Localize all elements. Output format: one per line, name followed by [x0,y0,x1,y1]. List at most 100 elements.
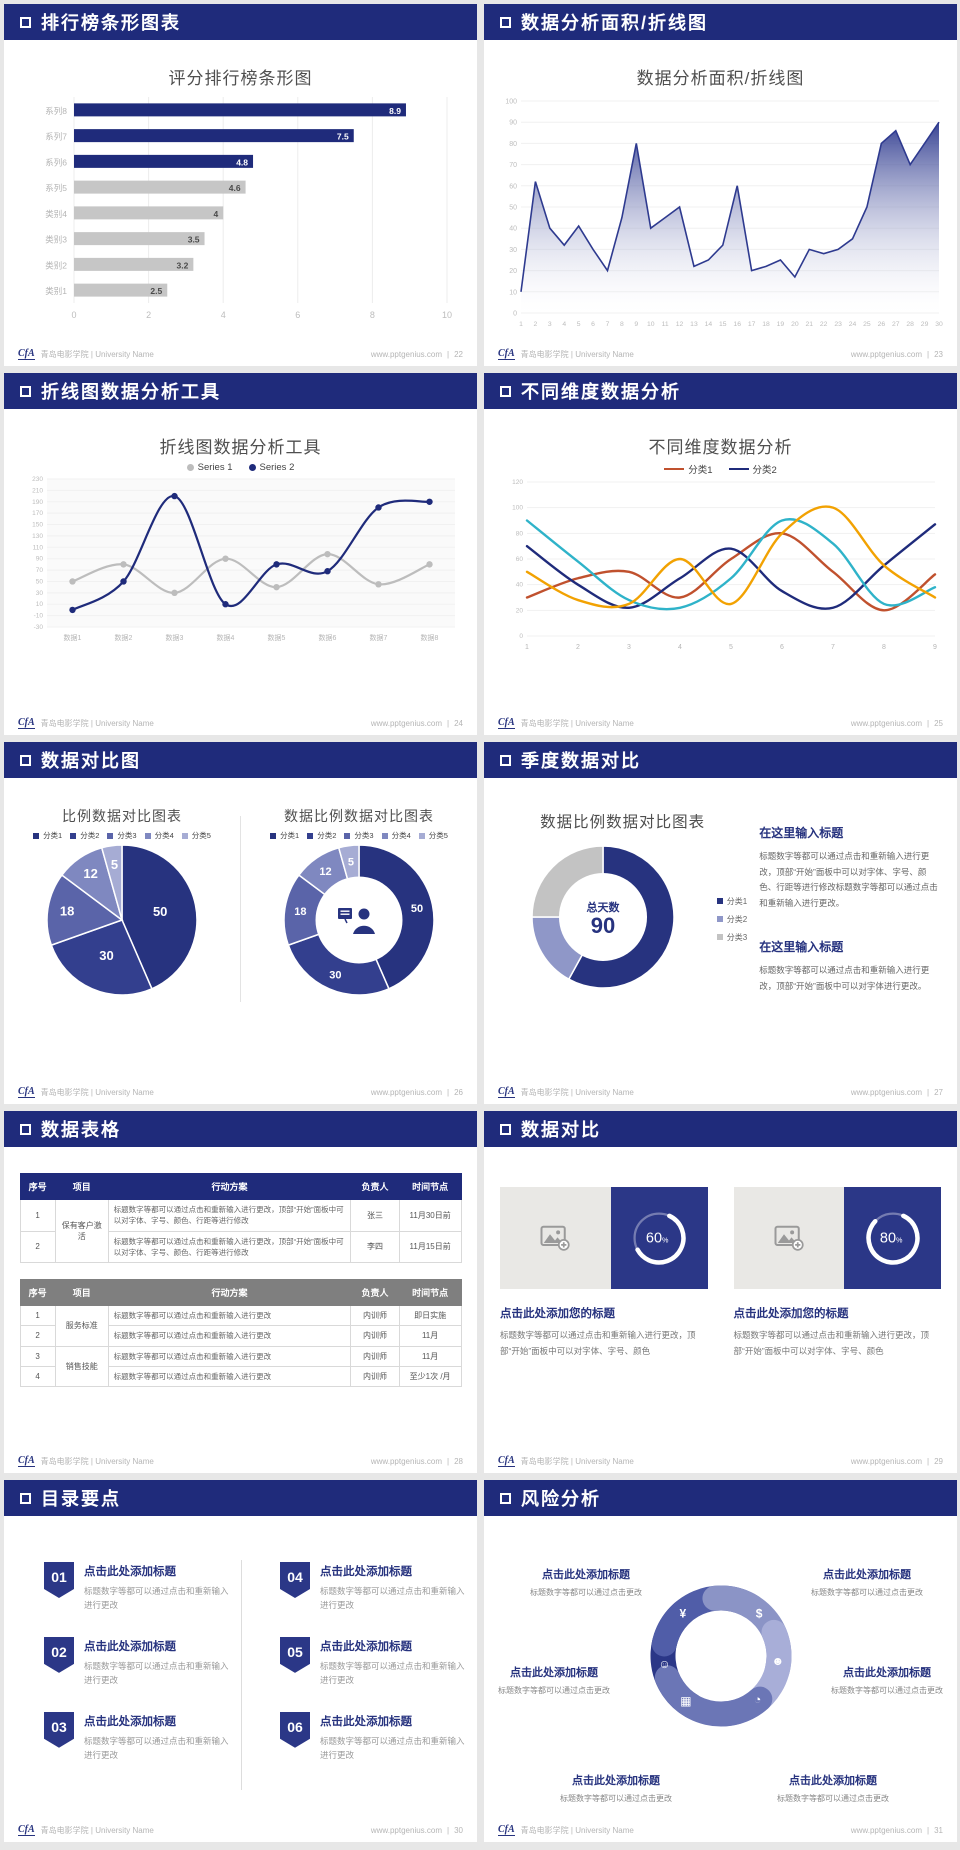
column-header: 序号 [19,1173,56,1200]
page-number: 26 [454,1087,463,1097]
svg-text:150: 150 [32,522,43,529]
table-row: 2 标题数字等都可以通过点击和重新输入进行更改，顶部“开始”面板中可以对字体、字… [19,1230,462,1263]
slide-line-tool[interactable]: 折线图数据分析工具 折线图数据分析工具 Series 1 Series 2 23… [4,373,477,735]
footer-separator: | [927,1087,930,1097]
pie-chart: 50 30 18 12 5 [46,844,198,996]
slide-pie-compare[interactable]: 数据对比图 比例数据对比图表 分类1 分类2 分类3 分类4 分类5 50 30 1… [4,742,477,1104]
square-bullet-icon [500,385,511,397]
svg-text:30: 30 [99,948,113,963]
svg-text:23: 23 [834,321,842,328]
svg-text:26: 26 [877,321,885,328]
svg-text:6: 6 [591,321,595,328]
progress-ring-80: 80% [866,1211,920,1265]
column-header: 行动方案 [107,1279,352,1306]
svg-text:4: 4 [678,644,682,651]
svg-text:70: 70 [35,567,43,574]
svg-text:230: 230 [32,476,43,483]
slide-footer: CfA 青岛电影学院 | University Name www.pptgeniu… [484,1818,957,1842]
slide-header: 风险分析 [484,1480,957,1516]
svg-text:4.6: 4.6 [229,183,241,193]
footer-separator: | [927,1456,930,1466]
svg-text:$: $ [755,1607,762,1621]
footer-separator: | [927,718,930,728]
svg-text:90: 90 [35,556,43,563]
brand-text: 青岛电影学院 | University Name [40,349,154,359]
svg-text:12: 12 [319,866,331,878]
page-number: 25 [934,718,943,728]
slide-progress-compare[interactable]: 数据对比 60% [484,1111,957,1473]
risk-label: 点击此处添加标题 标题数字等都可以通过点击更改 [498,1667,610,1695]
page-number: 22 [454,349,463,359]
footer-site: www.pptgenius.com [370,349,443,359]
toc-item: 02 点击此处添加标题 标题数字等都可以通过点击和重新输入进行更改 [44,1636,234,1688]
chart-legend: 分类1 分类2 [484,462,957,476]
column-divider [240,1560,242,1790]
svg-text:2: 2 [576,644,580,651]
chip-icon [181,832,188,839]
slide-toc[interactable]: 目录要点 01 点击此处添加标题 标题数字等都可以通过点击和重新输入进行更改 02… [4,1480,477,1842]
image-placeholder-icon [774,1225,804,1251]
page-info: www.pptgenius.com | 27 [851,1088,943,1097]
svg-text:16: 16 [733,321,741,328]
brand-text: 青岛电影学院 | University Name [520,1825,634,1835]
svg-text:50: 50 [509,205,517,212]
chip-icon [344,832,351,839]
chip-icon [33,832,40,839]
svg-text:5: 5 [729,644,733,651]
svg-text:13: 13 [690,321,698,328]
table-row: 3 销售技能 标题数字等都可以通过点击和重新输入进行更改 内训师 11月 [19,1345,462,1387]
toc-caption: 标题数字等都可以通过点击和重新输入进行更改 [84,1660,229,1686]
svg-text:系列7: 系列7 [45,132,67,142]
svg-text:9: 9 [634,321,638,328]
brand: CfA 青岛电影学院 | University Name [18,1455,154,1467]
card-heading: 点击此处添加您的标题 [500,1308,615,1320]
slide-area-line[interactable]: 数据分析面积/折线图 数据分析面积/折线图 0 10 20 30 40 50 60 70 80 9… [484,4,957,366]
school-logo: CfA [498,1455,515,1467]
slide-data-table[interactable]: 数据表格 序号 项目 行动方案 负责人 时间节点 1 保有客户激活 标题数字等都… [4,1111,477,1473]
column-header: 时间节点 [398,1173,462,1200]
page-number: 24 [454,718,463,728]
svg-text:☺: ☺ [658,1657,670,1671]
slide-ranking-bar[interactable]: 排行榜条形图表 评分排行榜条形图 0 2 4 6 8 10 系列8 8.9 系列7 7.5 系列6 4… [4,4,477,366]
slide-header: 不同维度数据分析 [484,373,957,409]
svg-text:30: 30 [509,247,517,254]
svg-text:30: 30 [329,969,341,981]
slide-header: 数据对比图 [4,742,477,778]
svg-text:3: 3 [627,644,631,651]
toc-title: 点击此处添加标题 [320,1640,412,1653]
text-column: 在这里输入标题 标题数字等都可以通过点击和重新输入进行更改，顶部“开始”面板中可… [747,778,943,994]
legend-item: Series 1 [186,462,233,473]
page-number: 28 [454,1456,463,1466]
footer-site: www.pptgenius.com [370,718,443,728]
brand: CfA 青岛电影学院 | University Name [498,348,634,360]
column-header: 项目 [54,1279,109,1306]
svg-text:100: 100 [505,99,517,106]
page-number: 31 [934,1825,943,1835]
legend-label: Series 1 [197,462,233,473]
svg-text:9: 9 [933,644,937,651]
block-heading: 在这里输入标题 [759,939,844,954]
svg-text:4: 4 [213,209,218,219]
table-row: 4 标题数字等都可以通过点击和重新输入进行更改 内训师 至少1次 /月 [19,1365,462,1388]
chip-icon [144,832,151,839]
page-info: www.pptgenius.com | 29 [851,1457,943,1466]
svg-text:21: 21 [805,321,813,328]
slide-dims-line[interactable]: 不同维度数据分析 不同维度数据分析 分类1 分类2 120 100 80 60 40 20… [484,373,957,735]
line-chart: 230 210 190 170 150 130 110 90 70 50 30 10 -10 -30 数据1… [32,476,455,642]
svg-text:◔: ◔ [754,1693,761,1707]
slide-risk-analysis[interactable]: 风险分析 ¥ $ ☻ ◔ ▦ ☺ 点击此处添加标题 标题数字等都可以通过点击更改 点击此处添… [484,1480,957,1842]
svg-text:数据7: 数据7 [369,633,387,642]
svg-text:总天数: 总天数 [587,900,621,914]
svg-text:2: 2 [146,310,151,320]
brand: CfA 青岛电影学院 | University Name [18,1086,154,1098]
slide-header-title: 目录要点 [41,1489,121,1509]
svg-text:24: 24 [848,321,856,328]
chip-icon [418,832,425,839]
svg-text:3: 3 [547,321,551,328]
slide-quarter-compare[interactable]: 季度数据对比 数据比例数据对比图表 总天数 90 分类1 分类2 分类3 在这里输… [484,742,957,1104]
image-placeholder [733,1187,845,1289]
series1-chip-icon [186,464,194,471]
column-header: 负责人 [350,1173,400,1200]
svg-text:4: 4 [221,310,226,320]
footer-separator: | [927,349,930,359]
